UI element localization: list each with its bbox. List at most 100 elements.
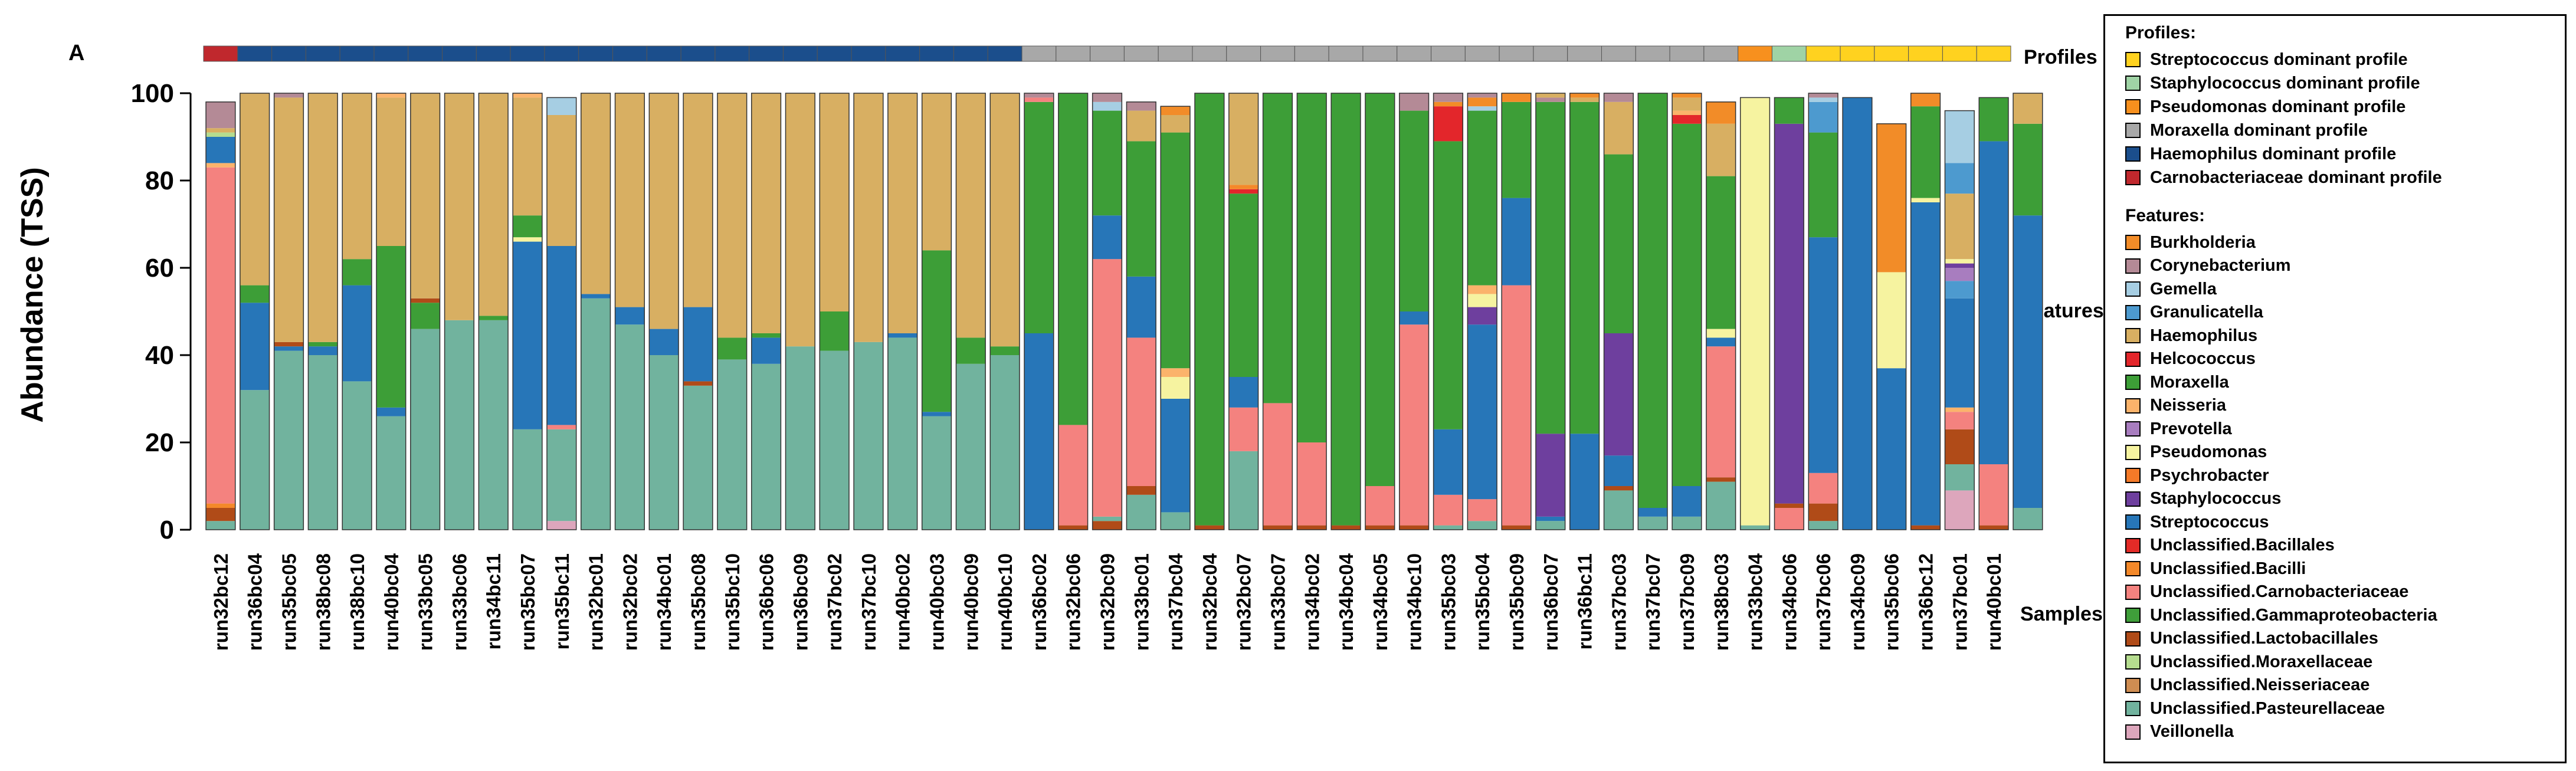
bar-segment bbox=[1467, 97, 1497, 107]
legend-item: Psychrobacter bbox=[2125, 465, 2269, 486]
bar-segment bbox=[1228, 377, 1258, 408]
x-tick-label: run36bc12 bbox=[1915, 553, 1937, 651]
profile-cell bbox=[1738, 45, 1772, 62]
bar-segment bbox=[376, 246, 406, 408]
profile-cell bbox=[987, 45, 1022, 62]
profile-cell bbox=[1567, 45, 1602, 62]
bar-segment bbox=[1058, 425, 1088, 526]
bar-segment bbox=[479, 316, 509, 320]
bar-segment bbox=[1228, 93, 1258, 185]
bar-outline bbox=[1535, 93, 1566, 530]
bar-segment bbox=[922, 250, 952, 412]
bar-segment bbox=[1604, 486, 1634, 491]
x-tick-label: run36bc09 bbox=[789, 553, 811, 651]
bar-outline bbox=[1910, 93, 1941, 530]
bar-segment bbox=[1024, 93, 1054, 98]
bar-run33bc04 bbox=[1739, 97, 1771, 530]
bar-segment bbox=[820, 93, 850, 311]
bar-outline bbox=[444, 93, 475, 530]
legend-swatch bbox=[2125, 631, 2141, 647]
bar-segment bbox=[513, 215, 542, 238]
bar-segment bbox=[922, 416, 952, 530]
bar-run32bc02 bbox=[614, 93, 645, 530]
bar-segment bbox=[1808, 101, 1838, 133]
bar-segment bbox=[1467, 324, 1497, 500]
legend-item: Unclassified.Bacillales bbox=[2125, 535, 2335, 556]
x-tick-label: run37bc09 bbox=[1676, 553, 1698, 651]
profile-cell bbox=[1397, 45, 1432, 62]
bar-segment bbox=[206, 521, 235, 530]
bar-outline bbox=[921, 93, 952, 530]
x-tick-label: run37bc02 bbox=[824, 553, 845, 651]
bar-segment bbox=[1433, 106, 1463, 142]
bar-run35bc06 bbox=[1876, 123, 1907, 530]
legend-label: Pseudomonas dominant profile bbox=[2150, 97, 2406, 116]
bar-segment bbox=[785, 93, 815, 347]
bar-segment bbox=[751, 93, 781, 333]
bar-segment bbox=[410, 93, 440, 298]
legend-item: Unclassified.Gammaproteobacteria bbox=[2125, 605, 2437, 626]
bar-segment bbox=[376, 93, 406, 98]
bar-segment bbox=[1228, 193, 1258, 377]
x-tick-label: run36bc07 bbox=[1540, 553, 1562, 651]
bar-segment bbox=[2013, 508, 2043, 530]
bar-segment bbox=[1945, 163, 1975, 194]
bar-segment bbox=[206, 163, 235, 168]
bar-run35bc04 bbox=[1467, 93, 1497, 530]
legend-swatch bbox=[2125, 235, 2141, 250]
legend-swatch bbox=[2125, 146, 2141, 162]
bar-outline bbox=[1058, 93, 1089, 530]
x-tick-label: run33bc05 bbox=[415, 553, 437, 651]
bar-run40bc03 bbox=[921, 93, 952, 530]
bar-segment bbox=[683, 307, 713, 382]
bar-run35bc05 bbox=[273, 93, 304, 530]
bar-outline bbox=[1330, 93, 1361, 530]
bar-outline bbox=[887, 93, 918, 530]
bar-segment bbox=[1808, 93, 1838, 98]
bar-segment bbox=[546, 246, 576, 425]
x-tick-label: run32bc01 bbox=[585, 553, 607, 651]
y-tick-label: 20 bbox=[145, 428, 174, 457]
legend-swatch bbox=[2125, 52, 2141, 67]
bar-segment bbox=[410, 303, 440, 329]
profile-cell bbox=[1499, 45, 1534, 62]
bar-segment bbox=[1024, 97, 1054, 102]
bar-segment bbox=[1263, 525, 1293, 530]
bar-segment bbox=[1672, 115, 1702, 124]
bar-segment bbox=[342, 381, 372, 530]
bar-segment bbox=[1672, 110, 1702, 115]
legend-label: Haemophilus bbox=[2150, 326, 2258, 345]
bar-segment bbox=[513, 93, 542, 98]
bar-outline bbox=[581, 93, 611, 530]
bar-run37bc09 bbox=[1672, 93, 1702, 530]
y-tick-label: 100 bbox=[131, 79, 174, 108]
bar-segment bbox=[1228, 189, 1258, 194]
bar-segment bbox=[1604, 93, 1634, 102]
bar-segment bbox=[1161, 512, 1190, 530]
bar-segment bbox=[1945, 490, 1975, 530]
bar-segment bbox=[240, 303, 270, 391]
legend-swatch bbox=[2125, 701, 2141, 716]
bar-segment bbox=[820, 350, 850, 530]
bar-outline bbox=[1228, 93, 1259, 530]
profile-cell bbox=[1431, 45, 1466, 62]
bar-segment bbox=[887, 337, 917, 530]
bar-segment bbox=[1399, 93, 1429, 111]
bar-segment bbox=[1604, 455, 1634, 486]
bar-segment bbox=[1161, 132, 1190, 369]
profile-cell bbox=[1294, 45, 1329, 62]
profile-cell bbox=[578, 45, 614, 62]
legend-item: Staphylococcus dominant profile bbox=[2125, 73, 2420, 94]
bar-segment bbox=[1569, 101, 1600, 434]
bar-segment bbox=[1228, 185, 1258, 189]
bar-outline bbox=[1774, 97, 1804, 530]
bar-run32bc01 bbox=[581, 93, 611, 530]
bar-segment bbox=[1126, 110, 1156, 142]
bar-segment bbox=[1399, 525, 1429, 530]
bar-segment bbox=[1365, 525, 1395, 530]
bar-undefined bbox=[2013, 93, 2043, 530]
bar-segment bbox=[1535, 93, 1565, 98]
x-tick-label: run34bc10 bbox=[1404, 553, 1425, 651]
bar-segment bbox=[1876, 272, 1906, 369]
bar-segment bbox=[1092, 521, 1122, 530]
